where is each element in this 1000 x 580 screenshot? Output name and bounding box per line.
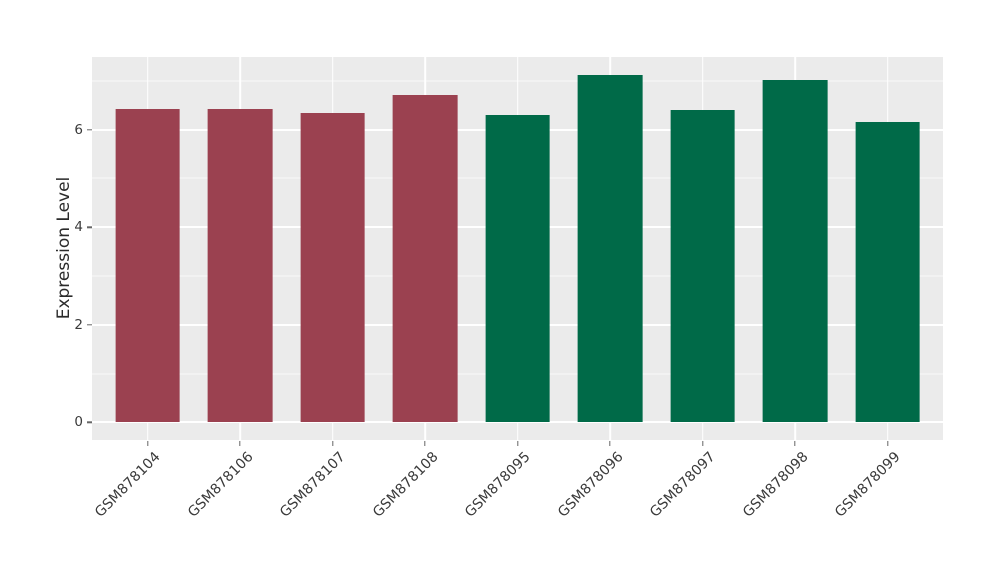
bar-GSM878104 [115, 109, 180, 423]
bar-GSM878108 [392, 94, 458, 423]
x-tick-label: GSM878099 [832, 449, 904, 521]
y-tick-mark [87, 128, 92, 131]
x-tick-mark [239, 441, 241, 446]
bar-GSM878106 [207, 109, 273, 423]
x-tick-mark [886, 441, 889, 446]
x-tick-mark [331, 441, 334, 446]
x-tick-mark [794, 441, 796, 446]
bar-GSM878099 [855, 121, 920, 423]
x-tick-label: GSM878107 [277, 449, 349, 521]
y-axis-label: Expression Level [54, 176, 74, 320]
bar-GSM878098 [762, 79, 828, 423]
x-tick-label: GSM878106 [184, 449, 257, 521]
x-tick-mark [146, 441, 149, 446]
y-tick-label: 2 [74, 316, 83, 333]
y-tick-mark [87, 324, 92, 326]
bar-GSM878095 [485, 115, 550, 423]
x-tick-mark [701, 441, 704, 446]
x-tick-label: GSM878104 [92, 449, 164, 521]
y-tick-label: 0 [74, 414, 83, 431]
x-tick-label: GSM878095 [462, 449, 534, 521]
x-tick-label: GSM878098 [739, 449, 812, 521]
x-tick-mark [609, 441, 611, 446]
y-tick-label: 4 [74, 219, 83, 236]
x-tick-label: GSM878096 [554, 449, 627, 521]
bar-GSM878097 [670, 109, 735, 423]
bar-GSM878096 [577, 74, 643, 423]
x-tick-label: GSM878097 [647, 449, 719, 521]
x-tick-mark [516, 441, 519, 446]
y-tick-label: 6 [74, 121, 83, 138]
y-tick-mark [87, 226, 92, 228]
y-tick-mark [87, 421, 92, 424]
x-tick-mark [424, 441, 426, 446]
x-tick-label: GSM878108 [369, 449, 442, 521]
bar-GSM878107 [300, 112, 365, 423]
plot-area [92, 57, 943, 440]
